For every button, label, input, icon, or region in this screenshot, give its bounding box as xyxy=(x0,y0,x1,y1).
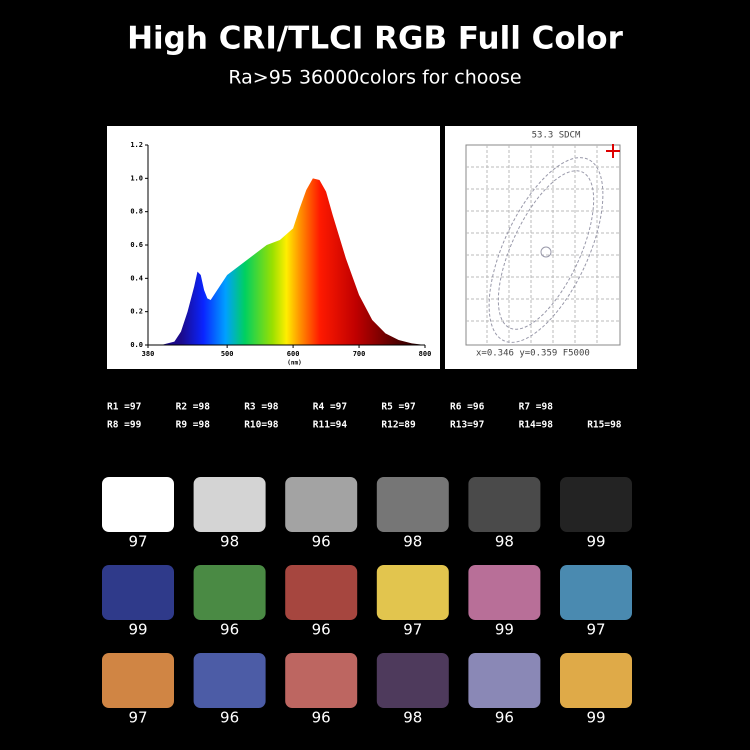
color-swatch xyxy=(468,565,541,620)
cri-value: R11=94 xyxy=(313,420,348,431)
color-swatch xyxy=(193,565,266,620)
color-swatch xyxy=(285,565,358,620)
swatch-score: 98 xyxy=(403,533,422,551)
subtitle: Ra>95 36000colors for choose xyxy=(228,67,521,89)
swatch-score: 99 xyxy=(495,621,514,639)
swatch-score: 97 xyxy=(586,621,605,639)
swatch-score: 96 xyxy=(220,621,239,639)
color-swatch xyxy=(560,477,632,532)
swatch-score: 96 xyxy=(495,709,514,727)
cri-value: R2 =98 xyxy=(176,402,211,413)
color-swatch xyxy=(560,565,632,620)
color-swatch xyxy=(102,565,174,620)
chromaticity-title: 53.3 SDCM xyxy=(532,131,581,141)
cri-value: R6 =96 xyxy=(450,402,485,413)
color-swatch xyxy=(285,477,358,532)
x-axis-label: (nm) xyxy=(287,360,301,367)
swatch-score: 97 xyxy=(128,709,147,727)
spectrum-area xyxy=(148,178,425,345)
color-swatch xyxy=(193,653,266,708)
cri-value: R3 =98 xyxy=(244,402,279,413)
cri-value: R9 =98 xyxy=(176,420,211,431)
color-swatch xyxy=(285,653,358,708)
y-tick-label: 0.0 xyxy=(130,341,143,349)
title: High CRI/TLCI RGB Full Color xyxy=(127,21,624,57)
swatch-score: 97 xyxy=(128,533,147,551)
cri-value: R13=97 xyxy=(450,420,484,431)
cri-value: R12=89 xyxy=(381,420,416,431)
y-tick-label: 0.2 xyxy=(130,308,143,316)
swatch-score: 98 xyxy=(403,709,422,727)
cri-value: R10=98 xyxy=(244,420,279,431)
swatch-score: 96 xyxy=(312,533,331,551)
x-tick-label: 380 xyxy=(142,350,155,358)
x-tick-label: 600 xyxy=(287,350,300,358)
swatch-score: 96 xyxy=(312,709,331,727)
chromaticity-plot xyxy=(465,144,621,346)
cri-value: R5 =97 xyxy=(381,402,415,413)
color-swatch xyxy=(468,477,541,532)
chromaticity-panel xyxy=(445,126,637,369)
cri-value: R1 =97 xyxy=(107,402,141,413)
x-tick-label: 800 xyxy=(419,350,432,358)
swatch-score: 99 xyxy=(586,709,605,727)
color-swatch xyxy=(376,477,449,532)
chromaticity-caption: x=0.346 y=0.359 F5000 xyxy=(476,349,590,359)
swatch-score: 96 xyxy=(312,621,331,639)
color-swatch xyxy=(193,477,266,532)
color-swatch xyxy=(376,565,449,620)
swatch-score: 96 xyxy=(220,709,239,727)
x-tick-label: 700 xyxy=(353,350,366,358)
swatch-score: 98 xyxy=(495,533,514,551)
swatch-score: 98 xyxy=(220,533,239,551)
color-swatch xyxy=(376,653,449,708)
cri-value: R7 =98 xyxy=(519,402,554,413)
y-tick-label: 1.0 xyxy=(130,174,143,182)
y-tick-label: 1.2 xyxy=(130,141,143,149)
cri-value: R15=98 xyxy=(587,420,622,431)
color-swatch xyxy=(102,477,174,532)
y-tick-label: 0.4 xyxy=(130,274,143,282)
cri-value: R4 =97 xyxy=(313,402,347,413)
color-swatch xyxy=(468,653,541,708)
swatch-score: 99 xyxy=(586,533,605,551)
x-tick-label: 500 xyxy=(221,350,234,358)
color-swatch xyxy=(560,653,632,708)
cri-value: R14=98 xyxy=(519,420,554,431)
y-tick-label: 0.6 xyxy=(130,241,143,249)
cri-value: R8 =99 xyxy=(107,420,142,431)
y-tick-label: 0.8 xyxy=(130,208,143,216)
swatch-score: 99 xyxy=(128,621,147,639)
swatch-score: 97 xyxy=(403,621,422,639)
color-swatch xyxy=(102,653,174,708)
